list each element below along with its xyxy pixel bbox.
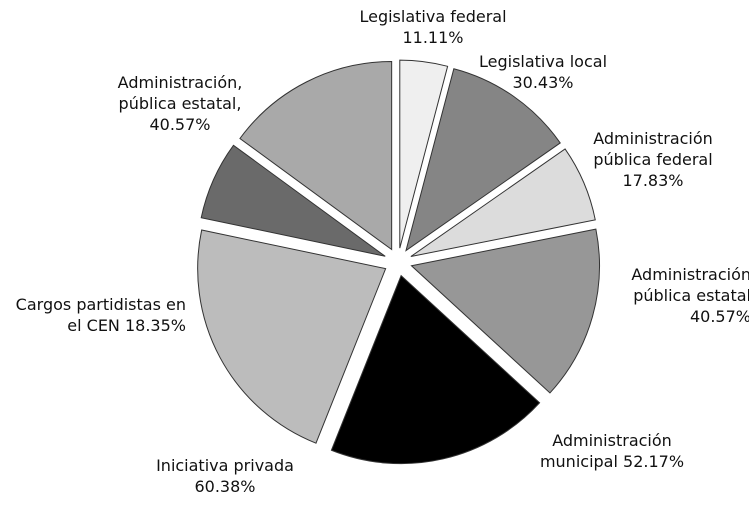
slice-label: Administración municipal 52.17% [522, 430, 702, 472]
slice-label: Administración pública federal 17.83% [572, 128, 734, 191]
value-label: 17.83% [622, 171, 684, 190]
category-label: Iniciativa privada [156, 456, 294, 475]
pie-slice [399, 59, 449, 249]
pie-slice [405, 68, 561, 252]
pie-slice [197, 229, 387, 444]
value-label: 40.57% [149, 115, 211, 134]
pie-slice [239, 61, 393, 251]
pie-slice [410, 148, 596, 258]
slice-label: Legislativa local 30.43% [468, 51, 618, 93]
slice-label: Legislativa federal 11.11% [358, 6, 508, 48]
pie-slice [410, 228, 600, 394]
category-label: Legislativa federal [359, 7, 507, 26]
category-label: Administración municipal [539, 431, 672, 471]
slice-label: Cargos partidistas en el CEN 18.35% [8, 294, 186, 336]
value-label: 18.35% [124, 316, 186, 335]
slice-label: Iniciativa privada 60.38% [140, 455, 310, 497]
value-label: 40.57% [689, 307, 749, 326]
pie-slice [330, 274, 541, 465]
category-label: Administración pública federal [593, 129, 713, 169]
value-label: 60.38% [194, 477, 256, 496]
value-label: 11.11% [402, 28, 464, 47]
category-label: Cargos partidistas en el CEN [15, 295, 186, 335]
category-label: Legislativa local [478, 52, 608, 71]
value-label: 52.17% [623, 452, 685, 471]
category-label: Administración pública estatal [631, 265, 749, 305]
slice-label: Administración, pública estatal, 40.57% [95, 72, 265, 135]
value-label: 30.43% [512, 73, 574, 92]
slice-label: Administración pública estatal 40.57% [596, 264, 749, 327]
pie-slice [200, 144, 386, 257]
category-label: Administración, pública estatal, [117, 73, 243, 113]
